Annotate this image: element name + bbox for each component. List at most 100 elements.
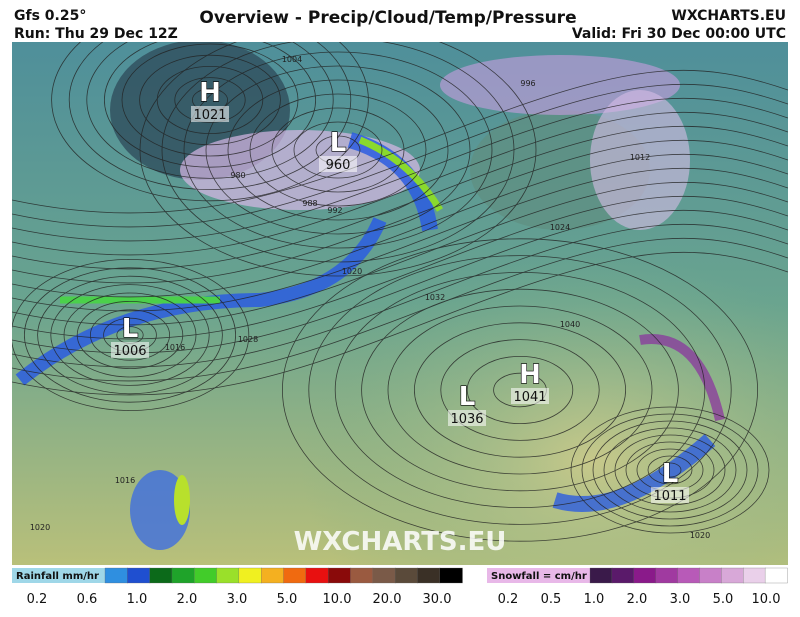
isobar (12, 153, 788, 298)
legend: Rainfall mm/hr Snowfall = cm/hr 0.2 0.6 1.… (12, 567, 788, 607)
snowfall-swatch (633, 567, 657, 584)
snowfall-label: 0.5 (541, 592, 562, 607)
isobar (156, 66, 264, 134)
isobar (361, 288, 679, 492)
model: Gfs 0.25° (14, 8, 86, 24)
isobar (51, 42, 369, 202)
rainfall-swatch (261, 567, 285, 584)
isobar-label: 1016 (165, 343, 185, 352)
pressure-center-letter: H (519, 360, 541, 390)
snow-legend-title: Snowfall = cm/hr (491, 571, 587, 582)
isobar (121, 43, 299, 157)
isobar (12, 209, 788, 354)
rainfall-label: 1.0 (127, 592, 148, 607)
isobar (205, 65, 471, 235)
snowfall-label: 2.0 (627, 592, 648, 607)
pressure-value: 1006 (113, 344, 146, 359)
snowfall-swatch (764, 567, 788, 584)
pressure-value: 1011 (653, 489, 686, 504)
rainfall-swatch (350, 567, 374, 584)
rainfall-swatch (171, 567, 195, 584)
rainfall-swatch (394, 567, 419, 584)
snow-band (639, 334, 725, 422)
rainfall-swatch (238, 567, 262, 584)
rainfall-swatch (417, 567, 441, 584)
isobar (413, 322, 626, 458)
rain-legend-box (12, 568, 105, 583)
isobar (12, 167, 788, 312)
pressure-center-letter: L (330, 128, 347, 158)
isobar (12, 97, 788, 242)
isobar (50, 284, 210, 386)
rainfall-swatch (127, 567, 151, 584)
pressure-value: 1041 (513, 390, 546, 405)
snowfall-label: 0.2 (498, 592, 519, 607)
isobar (647, 455, 693, 485)
pressure-center-letter: H (199, 78, 221, 108)
isobar (174, 77, 246, 123)
isobar (603, 427, 737, 513)
site: WXCHARTS.EU (671, 8, 786, 24)
pressure-value: 1036 (450, 412, 483, 427)
rainfall-swatch (149, 567, 173, 584)
isobar (466, 355, 574, 424)
isobar (281, 238, 759, 542)
snowfall-label: 5.0 (713, 592, 734, 607)
snow-legend-box (487, 568, 590, 583)
isobar (12, 223, 788, 368)
snowfall-label: 1.0 (584, 592, 605, 607)
isobar (76, 300, 184, 369)
title: Overview - Precip/Cloud/Temp/Pressure (199, 8, 576, 28)
rainfall-swatch (305, 567, 329, 584)
rainfall-label: 20.0 (373, 592, 402, 607)
pressure-value-box (191, 106, 229, 122)
isobar (90, 309, 170, 361)
snowfall-label: 3.0 (670, 592, 691, 607)
isobar-label: 980 (230, 171, 245, 180)
snowfall-swatch (743, 567, 766, 584)
isobar-label: 1040 (560, 320, 580, 329)
isobar-label: 1004 (282, 55, 302, 64)
rainfall-swatch (283, 567, 307, 584)
pressure-value-box (448, 410, 486, 426)
isobar-label: 1032 (425, 293, 445, 302)
snowfall-swatch (677, 567, 701, 584)
isobar (570, 406, 770, 534)
rainfall-swatch (372, 567, 396, 584)
isobar (104, 42, 316, 168)
snowfall-swatch (655, 567, 679, 584)
isobar-labels: 1004 996 980 988 992 1012 1016 1020 1024 1028 1032… (30, 55, 710, 540)
isobar (12, 69, 788, 214)
isobar (68, 42, 352, 190)
pressure-center-letter: L (122, 314, 139, 344)
watermark: WXCHARTS.EU (294, 527, 507, 557)
map-area (12, 42, 788, 565)
isobar (37, 275, 223, 395)
snowfall-swatch (611, 567, 635, 584)
isobar-label: 1020 (342, 267, 362, 276)
rainfall-label: 3.0 (227, 592, 248, 607)
isobar-label: 1020 (30, 523, 50, 532)
isobar (387, 305, 653, 475)
isobar (86, 42, 334, 179)
isobar (12, 139, 788, 284)
snow-cloud (590, 90, 690, 230)
isobar (308, 255, 732, 525)
isobar (12, 259, 250, 411)
pressure-value-box (511, 388, 549, 404)
pressure-value: 960 (326, 158, 351, 173)
rainfall-label: 0.6 (77, 592, 98, 607)
rain-cell (174, 475, 190, 525)
isobar (592, 420, 748, 520)
isobar-label: 1016 (115, 476, 135, 485)
isobar (271, 107, 405, 193)
isobar (139, 54, 281, 146)
isobar (334, 271, 706, 508)
rainfall-label: 30.0 (423, 592, 452, 607)
pressure-value: 1021 (193, 108, 226, 123)
isobar (614, 434, 726, 506)
isobars (12, 42, 788, 542)
rainfall-label: 5.0 (277, 592, 298, 607)
